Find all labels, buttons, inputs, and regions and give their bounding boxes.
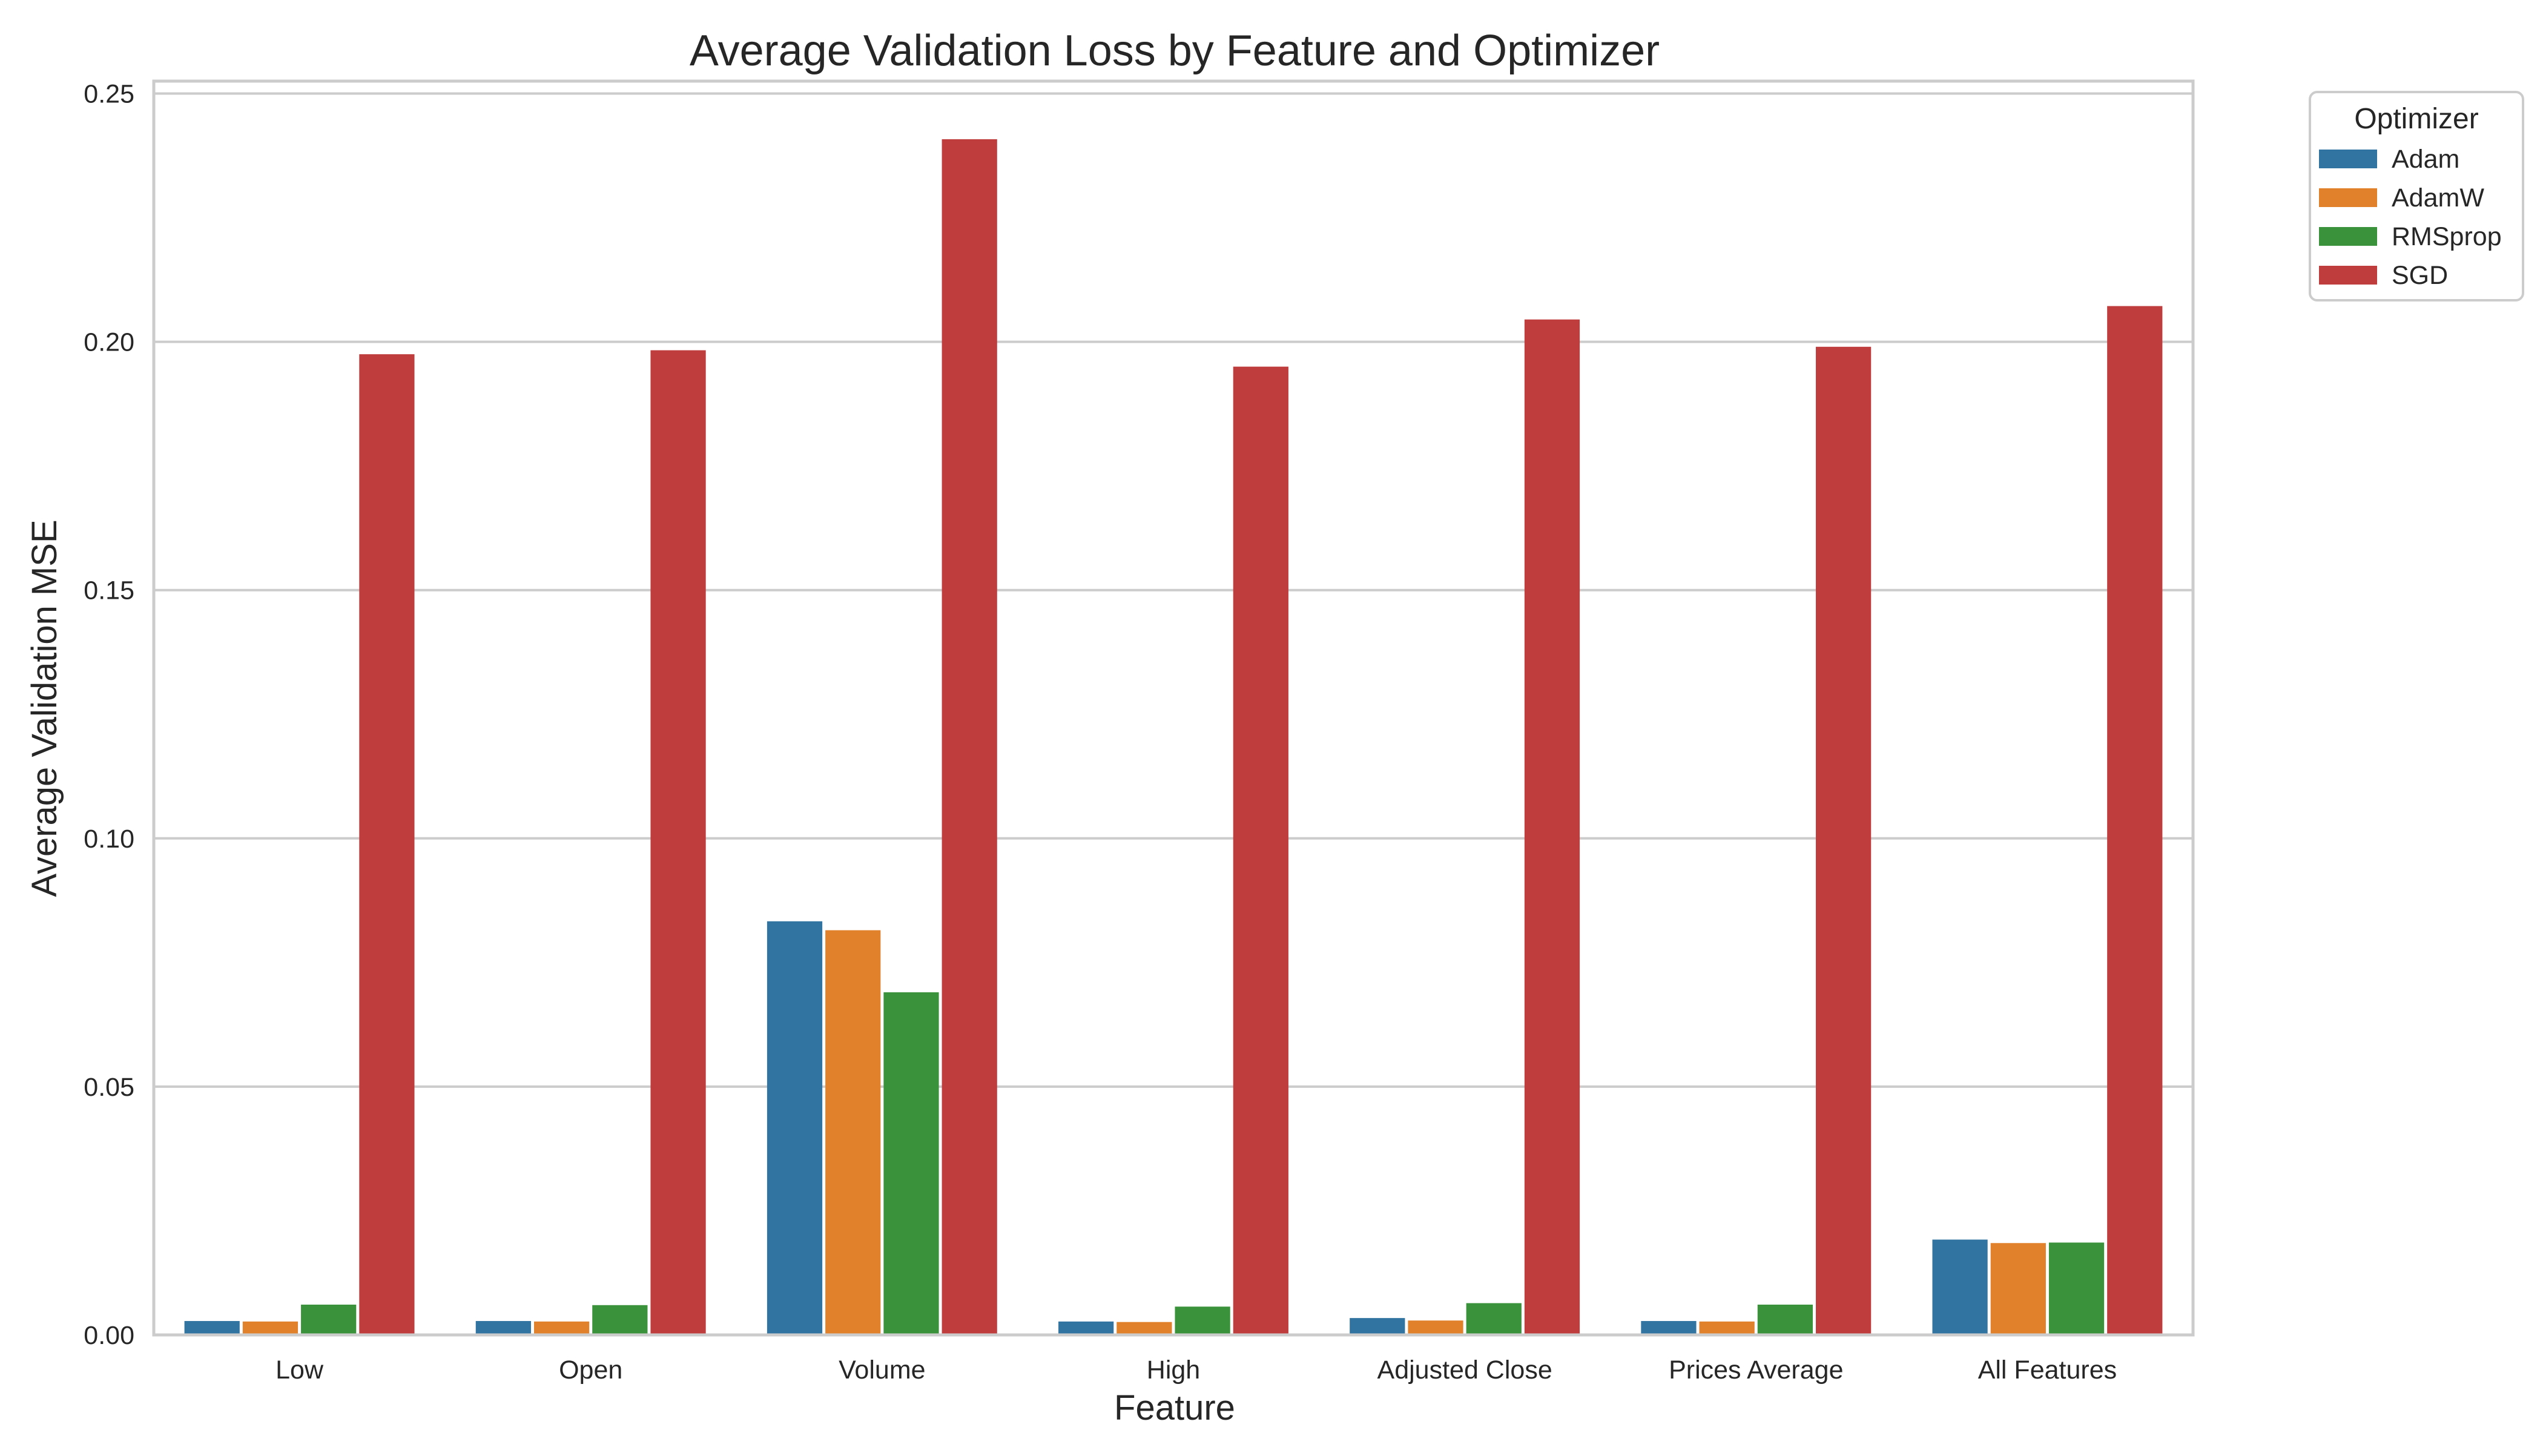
bar-prices-average-adamw <box>1699 1321 1755 1335</box>
legend-label-rmsprop: RMSprop <box>2392 222 2502 251</box>
legend: Optimizer Adam AdamW RMSprop SGD <box>2309 91 2524 301</box>
bar-high-sgd <box>1233 366 1288 1335</box>
bar-prices-average-rmsprop <box>1757 1304 1813 1335</box>
x-tick-label-prices-average: Prices Average <box>1669 1356 1843 1385</box>
bar-adjusted-close-rmsprop <box>1466 1303 1522 1335</box>
bar-all-features-adamw <box>1990 1243 2046 1335</box>
x-tick-labels: Low Open Volume High Adjusted Close Prices Av… <box>275 1356 2117 1385</box>
x-axis-title: Feature <box>1114 1388 1235 1428</box>
bar-low-adam <box>184 1321 240 1335</box>
legend-title: Optimizer <box>2354 103 2478 135</box>
x-tick-label-volume: Volume <box>839 1356 925 1385</box>
bar-volume-adamw <box>825 930 881 1335</box>
plot-frame <box>152 79 2195 1337</box>
bar-prices-average-sgd <box>1816 346 1872 1336</box>
bar-low-rmsprop <box>301 1304 357 1335</box>
bar-adjusted-close-adam <box>1350 1318 1405 1335</box>
chart-title: Average Validation Loss by Feature and O… <box>690 27 1660 75</box>
y-tick-label: 0.20 <box>84 328 134 357</box>
bar-high-rmsprop <box>1175 1306 1230 1335</box>
bar-adjusted-close-sgd <box>1524 319 1580 1335</box>
legend-swatch-sgd <box>2319 266 2377 285</box>
bar-all-features-adam <box>1932 1239 1988 1335</box>
legend-label-sgd: SGD <box>2392 261 2448 290</box>
bar-open-adam <box>475 1321 531 1335</box>
bars <box>184 139 2163 1336</box>
bar-volume-sgd <box>942 139 997 1336</box>
bar-all-features-sgd <box>2107 306 2163 1336</box>
bar-low-adamw <box>242 1321 298 1335</box>
grid-lines <box>154 92 2193 1336</box>
bar-high-adam <box>1058 1321 1114 1335</box>
legend-items: Adam AdamW RMSprop SGD <box>2319 145 2502 290</box>
bar-open-rmsprop <box>592 1305 648 1335</box>
legend-swatch-adamw <box>2319 188 2377 207</box>
legend-label-adamw: AdamW <box>2392 183 2484 212</box>
x-tick-label-all-features: All Features <box>1978 1356 2117 1385</box>
bar-volume-rmsprop <box>883 992 939 1335</box>
bar-adjusted-close-adamw <box>1408 1320 1463 1335</box>
bar-high-adamw <box>1116 1322 1172 1335</box>
bar-open-sgd <box>650 350 706 1335</box>
x-tick-label-low: Low <box>275 1356 324 1385</box>
bar-all-features-rmsprop <box>2048 1242 2105 1335</box>
y-tick-label: 0.10 <box>84 825 134 854</box>
legend-swatch-adam <box>2319 150 2377 168</box>
y-tick-label: 0.05 <box>84 1073 134 1102</box>
y-tick-label: 0.15 <box>84 576 134 605</box>
bar-prices-average-adam <box>1641 1321 1697 1335</box>
legend-label-adam: Adam <box>2392 145 2459 174</box>
bar-open-adamw <box>533 1321 590 1335</box>
bar-volume-adam <box>767 921 823 1335</box>
legend-swatch-rmsprop <box>2319 227 2377 246</box>
y-tick-labels: 0.00 0.05 0.10 0.15 0.20 0.25 <box>84 80 134 1350</box>
y-tick-label: 0.00 <box>84 1321 134 1350</box>
y-tick-label: 0.25 <box>84 80 134 109</box>
y-axis-title: Average Validation MSE <box>25 519 64 897</box>
x-tick-label-open: Open <box>559 1356 622 1385</box>
legend-box <box>2309 91 2524 301</box>
x-tick-label-high: High <box>1147 1356 1200 1385</box>
bar-low-sgd <box>359 354 415 1335</box>
x-tick-label-adjusted-close: Adjusted Close <box>1377 1356 1552 1385</box>
